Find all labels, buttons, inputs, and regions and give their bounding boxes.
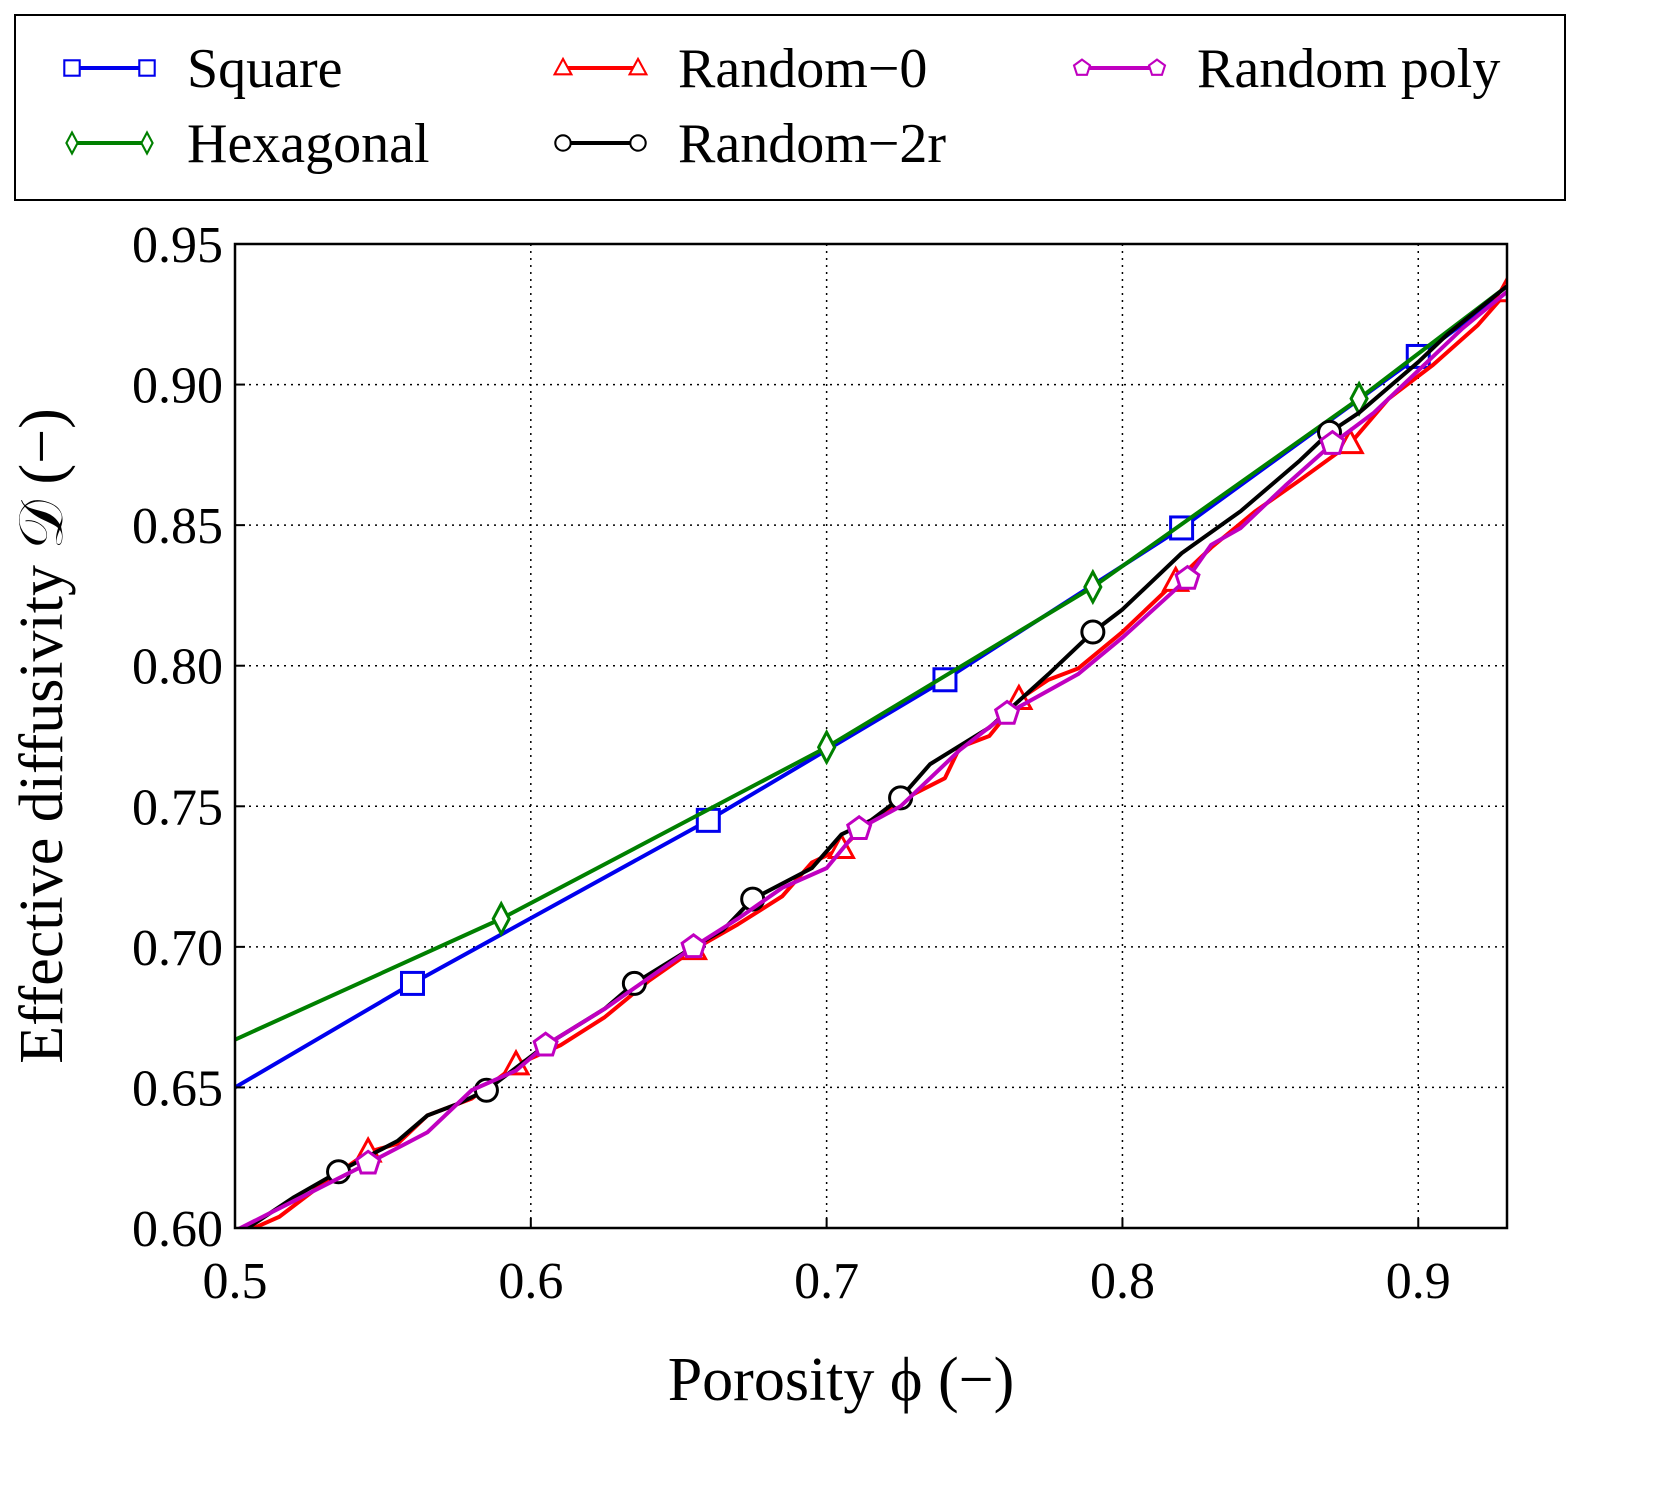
legend-label: Random poly bbox=[1197, 38, 1500, 100]
x-tick-label: 0.5 bbox=[203, 1253, 268, 1310]
series-square bbox=[235, 290, 1507, 1090]
legend-marker-left bbox=[552, 56, 574, 76]
ticks: 0.5 0.6 0.7 0.8 0.9 0.60 0.65 0.70 0.75 0.80 0.85 0… bbox=[132, 217, 1451, 1310]
pentagon-marker bbox=[1174, 564, 1201, 590]
y-tick-label: 0.95 bbox=[132, 217, 223, 274]
legend-entry: Random poly bbox=[1072, 38, 1500, 100]
series-layer bbox=[235, 275, 1507, 1228]
triangle-marker bbox=[627, 56, 649, 76]
pentagon-marker bbox=[680, 933, 707, 959]
pentagon-marker bbox=[993, 699, 1021, 725]
circle-marker bbox=[629, 134, 647, 152]
series-random-poly bbox=[236, 290, 1507, 1228]
series-line bbox=[249, 290, 1507, 1228]
y-tick-label: 0.60 bbox=[132, 1201, 223, 1258]
diamond-marker bbox=[140, 130, 154, 156]
pentagon-marker bbox=[845, 814, 873, 840]
legend-label: Hexagonal bbox=[187, 113, 430, 175]
y-tick-label: 0.85 bbox=[132, 498, 223, 555]
diamond-marker bbox=[65, 130, 79, 156]
grid bbox=[235, 244, 1507, 1228]
y-tick-label: 0.80 bbox=[132, 639, 223, 696]
pentagon-marker bbox=[1319, 429, 1346, 455]
y-tick-label: 0.65 bbox=[132, 1060, 223, 1117]
x-tick-label: 0.9 bbox=[1386, 1253, 1451, 1310]
legend-entry: Hexagonal bbox=[65, 113, 430, 175]
legend-box bbox=[14, 14, 1566, 201]
diamond-marker bbox=[1083, 568, 1103, 606]
legend-marker-left bbox=[1072, 58, 1092, 76]
legend-label: Random−0 bbox=[678, 38, 927, 100]
circle-marker bbox=[1080, 619, 1106, 645]
legend-entry: Random−2r bbox=[554, 113, 946, 175]
series-hexagonal bbox=[235, 284, 1507, 1042]
pentagon-marker bbox=[1147, 58, 1167, 76]
diamond-marker bbox=[491, 900, 511, 937]
legend-entry: Random−0 bbox=[552, 38, 927, 100]
circle-marker bbox=[554, 134, 572, 152]
x-tick-label: 0.8 bbox=[1090, 1253, 1155, 1310]
series-line bbox=[235, 284, 1507, 1042]
square-marker bbox=[138, 59, 156, 77]
legend-marker-left bbox=[65, 130, 79, 156]
series-line bbox=[235, 290, 1507, 1090]
legend-marker-right bbox=[138, 59, 156, 77]
pentagon-marker bbox=[532, 1031, 559, 1057]
legend-marker-left bbox=[63, 59, 81, 77]
legend-entry: Square bbox=[63, 38, 343, 100]
legend-marker-right bbox=[627, 56, 649, 76]
square-marker bbox=[63, 59, 81, 77]
legend-marker-right bbox=[629, 134, 647, 152]
legend: Square Hexagonal Random−0 Random−2r Random p… bbox=[63, 38, 1500, 175]
y-tick-label: 0.70 bbox=[132, 920, 223, 977]
x-axis-label: Porosity ϕ (−) bbox=[668, 1346, 1015, 1414]
legend-label: Random−2r bbox=[678, 113, 946, 175]
x-tick-label: 0.7 bbox=[794, 1253, 859, 1310]
triangle-marker bbox=[552, 56, 574, 76]
circle-marker bbox=[621, 970, 647, 996]
legend-marker-left bbox=[554, 134, 572, 152]
y-tick-label: 0.90 bbox=[132, 358, 223, 415]
diamond-marker bbox=[816, 729, 837, 766]
square-marker bbox=[399, 970, 425, 996]
pentagon-marker bbox=[1072, 58, 1092, 76]
y-tick-label: 0.75 bbox=[132, 779, 223, 836]
legend-marker-right bbox=[1147, 58, 1167, 76]
plot-frame bbox=[233, 242, 1509, 1230]
x-tick-label: 0.6 bbox=[498, 1253, 563, 1310]
pentagon-marker bbox=[354, 1149, 382, 1175]
legend-marker-right bbox=[140, 130, 154, 156]
y-axis-label: Effective diffusivity 𝒟 (−) bbox=[8, 408, 76, 1064]
legend-label: Square bbox=[187, 38, 343, 100]
triangle-marker bbox=[826, 832, 856, 859]
